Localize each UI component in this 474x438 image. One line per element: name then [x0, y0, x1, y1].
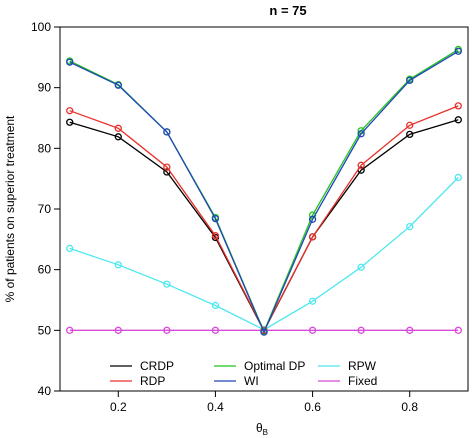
- y-tick-label: 60: [38, 263, 52, 277]
- data-point-rpw: [163, 280, 171, 288]
- data-point-rdp: [211, 232, 220, 240]
- data-point-fixed: [114, 326, 122, 334]
- data-point-fixed: [454, 326, 462, 334]
- x-tick-label: 0.2: [110, 400, 127, 414]
- series-line-wi: [69, 50, 459, 334]
- series-rdp: [66, 102, 462, 334]
- x-tick-label: 0.6: [304, 400, 321, 414]
- y-axis: 40 50 60 70 80 90 100: [31, 20, 60, 398]
- data-point-rpw: [114, 261, 122, 269]
- data-point-rpw: [211, 301, 220, 310]
- y-tick-label: 50: [38, 323, 52, 337]
- legend-item-optimal-dp: Optimal DP: [214, 359, 305, 373]
- data-point-fixed: [211, 326, 220, 334]
- data-point-wi: [260, 328, 268, 336]
- x-axis-label: θB: [256, 421, 268, 437]
- data-point-rdp: [454, 102, 462, 110]
- series-crdp: [66, 116, 462, 335]
- x-tick-label: 0.4: [207, 400, 224, 414]
- legend-item-rpw: RPW: [318, 359, 377, 373]
- series-line-rdp: [69, 105, 459, 332]
- legend-label: WI: [244, 374, 259, 388]
- data-point-wi: [357, 130, 365, 138]
- data-point-crdp: [454, 116, 462, 124]
- y-tick-label: 80: [38, 141, 52, 155]
- data-point-wi: [163, 128, 171, 136]
- data-point-rpw: [454, 173, 462, 182]
- data-point-rpw: [406, 222, 414, 231]
- x-tick-label: 0.8: [401, 400, 418, 414]
- legend-item-crdp: CRDP: [110, 359, 174, 373]
- x-axis-label-main: θ: [256, 421, 263, 435]
- y-tick-label: 100: [31, 20, 51, 34]
- legend-label: Optimal DP: [244, 359, 305, 373]
- data-point-rdp: [114, 124, 122, 132]
- data-point-fixed: [163, 326, 171, 334]
- data-point-rpw: [357, 263, 365, 271]
- y-tick-label: 40: [38, 384, 52, 398]
- y-tick-label: 90: [38, 81, 52, 95]
- data-point-wi: [308, 215, 317, 223]
- x-axis: 0.2 0.4 0.6 0.8: [110, 391, 418, 414]
- legend-item-fixed: Fixed: [318, 374, 377, 388]
- legend-label: RPW: [348, 359, 377, 373]
- legend-label: RDP: [140, 374, 165, 388]
- data-point-rpw: [66, 244, 74, 253]
- series-wi: [66, 47, 462, 336]
- chart-title: n = 75: [269, 3, 306, 18]
- series-line-crdp: [69, 119, 459, 333]
- x-axis-label-subscript: B: [263, 428, 268, 437]
- data-point-wi: [454, 47, 462, 55]
- legend-item-wi: WI: [214, 374, 259, 388]
- data-point-wi: [406, 76, 414, 85]
- data-point-fixed: [308, 326, 317, 334]
- data-point-rdp: [163, 163, 171, 171]
- data-point-wi: [211, 215, 220, 223]
- data-point-rdp: [357, 161, 365, 169]
- data-point-rdp: [406, 121, 414, 129]
- series-rpw: [66, 173, 462, 334]
- data-point-fixed: [66, 326, 74, 334]
- data-point-wi: [66, 58, 74, 66]
- data-point-rdp: [66, 107, 74, 115]
- series-layer: [66, 45, 462, 336]
- data-point-fixed: [406, 326, 414, 334]
- y-tick-label: 70: [38, 202, 52, 216]
- y-axis-label: % of patients on superior treatment: [3, 115, 17, 302]
- legend-item-rdp: RDP: [110, 374, 165, 388]
- data-point-wi: [114, 81, 122, 89]
- data-point-crdp: [114, 133, 122, 141]
- data-point-crdp: [406, 130, 414, 139]
- data-point-crdp: [66, 118, 74, 126]
- legend-label: CRDP: [140, 359, 174, 373]
- legend-label: Fixed: [348, 374, 377, 388]
- data-point-rdp: [308, 233, 317, 241]
- data-point-fixed: [357, 326, 365, 334]
- series-line-rpw: [69, 177, 459, 331]
- data-point-rpw: [308, 297, 317, 305]
